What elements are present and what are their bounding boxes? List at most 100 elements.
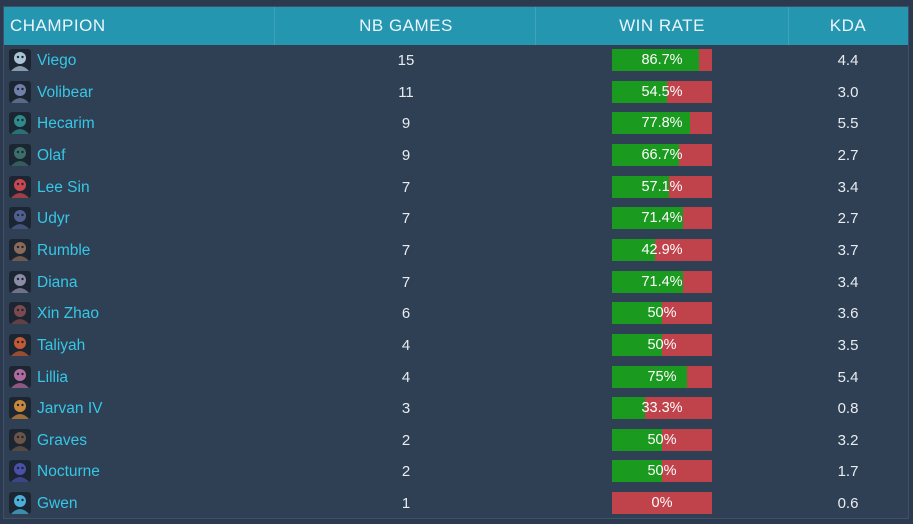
games-count: 1 bbox=[401, 495, 411, 513]
champion-link[interactable]: Lillia bbox=[6, 362, 306, 393]
winrate-bar-fill bbox=[612, 80, 667, 103]
champion-name[interactable]: Volibear bbox=[37, 83, 94, 101]
champion-link[interactable]: Diana bbox=[6, 267, 306, 298]
lee-sin-portrait-icon bbox=[9, 175, 31, 198]
column-header-kda[interactable]: KDA bbox=[829, 16, 867, 35]
table-row: Udyr 7 71.4% 2.7 bbox=[4, 203, 908, 234]
lillia-portrait-icon bbox=[9, 365, 31, 388]
champion-name[interactable]: Xin Zhao bbox=[37, 305, 100, 323]
winrate-bar-fill bbox=[612, 175, 670, 198]
table-row: Lee Sin 7 57.1% 3.4 bbox=[4, 172, 908, 203]
champion-name[interactable]: Viego bbox=[37, 52, 77, 69]
column-header-winrate[interactable]: WIN RATE bbox=[619, 16, 705, 35]
games-count: 15 bbox=[397, 52, 415, 69]
champion-name[interactable]: Jarvan IV bbox=[37, 400, 103, 418]
winrate-label: 71.4% bbox=[641, 273, 683, 290]
winrate-bar: 50% bbox=[612, 428, 712, 451]
winrate-label: 71.4% bbox=[641, 210, 683, 227]
champion-name[interactable]: Graves bbox=[37, 431, 87, 449]
kda-value: 2.7 bbox=[837, 146, 859, 164]
xin-zhao-portrait-icon bbox=[9, 302, 31, 325]
kda-value: 3.7 bbox=[837, 241, 859, 259]
kda-value: 3.4 bbox=[837, 178, 859, 196]
winrate-bar-fill bbox=[612, 397, 646, 420]
champion-link[interactable]: Udyr bbox=[6, 203, 306, 234]
viego-portrait-icon bbox=[9, 49, 31, 71]
winrate-label: 50% bbox=[647, 431, 677, 448]
kda-value: 3.6 bbox=[837, 305, 859, 323]
column-header-champion[interactable]: CHAMPION bbox=[10, 16, 106, 35]
table-row: Taliyah 4 50% 3.5 bbox=[4, 330, 908, 361]
column-divider bbox=[274, 7, 275, 45]
winrate-label: 50% bbox=[647, 305, 677, 322]
champion-link[interactable]: Olaf bbox=[6, 140, 306, 171]
udyr-portrait-icon bbox=[9, 207, 31, 230]
winrate-bar: 86.7% bbox=[612, 49, 712, 71]
winrate-bar: 71.4% bbox=[612, 270, 712, 293]
kda-value: 0.6 bbox=[837, 495, 859, 513]
winrate-label: 57.1% bbox=[641, 178, 683, 195]
champion-link[interactable]: Viego bbox=[6, 45, 306, 76]
winrate-bar: 50% bbox=[612, 333, 712, 356]
table-row: Jarvan IV 3 33.3% 0.8 bbox=[4, 393, 908, 424]
gwen-portrait-icon bbox=[9, 492, 31, 515]
table-row: Lillia 4 75% 5.4 bbox=[4, 362, 908, 393]
champion-link[interactable]: Taliyah bbox=[6, 330, 306, 361]
hecarim-portrait-icon bbox=[9, 112, 31, 135]
champion-name[interactable]: Taliyah bbox=[37, 336, 86, 354]
winrate-bar: 75% bbox=[612, 365, 712, 388]
champion-name[interactable]: Lillia bbox=[37, 368, 69, 386]
champion-link[interactable]: Jarvan IV bbox=[6, 393, 306, 424]
table-row: Graves 2 50% 3.2 bbox=[4, 425, 908, 456]
champion-name[interactable]: Diana bbox=[37, 273, 78, 291]
table-row: Diana 7 71.4% 3.4 bbox=[4, 267, 908, 298]
nocturne-portrait-icon bbox=[9, 460, 31, 483]
table-row: Gwen 1 0% 0.6 bbox=[4, 488, 908, 519]
winrate-bar-fill bbox=[612, 238, 655, 261]
games-count: 2 bbox=[401, 431, 411, 449]
winrate-label: 77.8% bbox=[641, 115, 683, 132]
table-row: Volibear 11 54.5% 3.0 bbox=[4, 77, 908, 108]
games-count: 11 bbox=[398, 83, 414, 101]
champion-link[interactable]: Xin Zhao bbox=[6, 298, 306, 329]
champion-link[interactable]: Volibear bbox=[6, 77, 306, 108]
winrate-bar: 77.8% bbox=[612, 112, 712, 135]
winrate-bar: 0% bbox=[612, 492, 712, 515]
champion-link[interactable]: Nocturne bbox=[6, 456, 306, 487]
column-header-games[interactable]: NB GAMES bbox=[359, 16, 453, 35]
games-count: 4 bbox=[401, 336, 411, 354]
champion-name[interactable]: Hecarim bbox=[37, 115, 95, 133]
table-row: Xin Zhao 6 50% 3.6 bbox=[4, 298, 908, 329]
games-count: 7 bbox=[401, 210, 411, 228]
winrate-bar-fill bbox=[612, 302, 662, 325]
column-divider bbox=[535, 7, 536, 45]
winrate-bar-fill bbox=[612, 143, 679, 166]
kda-value: 1.7 bbox=[837, 463, 859, 481]
winrate-label: 75% bbox=[647, 368, 677, 385]
games-count: 3 bbox=[401, 400, 411, 418]
kda-value: 3.0 bbox=[837, 83, 859, 101]
column-divider bbox=[788, 7, 789, 45]
winrate-label: 0% bbox=[651, 495, 673, 512]
champion-link[interactable]: Gwen bbox=[6, 488, 306, 519]
champion-name[interactable]: Udyr bbox=[37, 210, 70, 228]
champion-name[interactable]: Olaf bbox=[37, 146, 66, 164]
champion-link[interactable]: Lee Sin bbox=[6, 172, 306, 203]
champion-name[interactable]: Rumble bbox=[37, 241, 91, 259]
kda-value: 4.4 bbox=[837, 52, 859, 69]
kda-value: 3.2 bbox=[837, 431, 859, 449]
games-count: 7 bbox=[401, 241, 411, 259]
champion-name[interactable]: Gwen bbox=[37, 495, 78, 513]
winrate-label: 86.7% bbox=[641, 52, 683, 68]
table-row: Hecarim 9 77.8% 5.5 bbox=[4, 108, 908, 139]
champion-name[interactable]: Lee Sin bbox=[37, 178, 90, 196]
kda-value: 3.4 bbox=[837, 273, 859, 291]
champion-link[interactable]: Hecarim bbox=[6, 108, 306, 139]
champion-name[interactable]: Nocturne bbox=[37, 463, 100, 481]
winrate-bar: 71.4% bbox=[612, 207, 712, 230]
winrate-bar: 33.3% bbox=[612, 397, 712, 420]
champion-link[interactable]: Graves bbox=[6, 425, 306, 456]
games-count: 9 bbox=[401, 115, 411, 133]
champion-link[interactable]: Rumble bbox=[6, 235, 306, 266]
table-header: CHAMPION NB GAMES WIN RATE KDA bbox=[4, 7, 908, 45]
